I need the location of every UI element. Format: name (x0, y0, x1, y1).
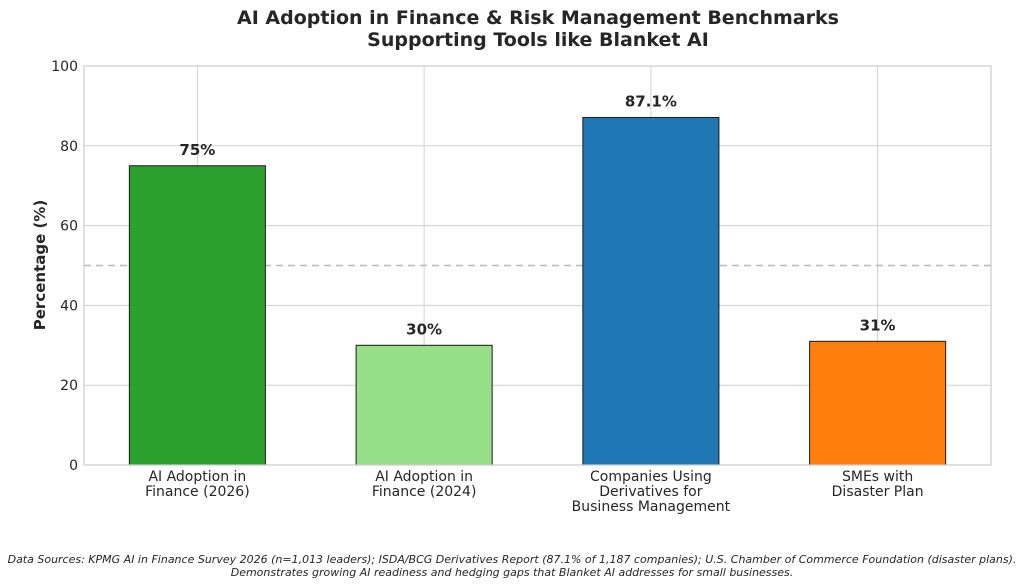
y-tick-label: 0 (69, 458, 78, 474)
bar (128, 165, 266, 466)
plot-frame (83, 65, 992, 466)
bar (809, 340, 947, 466)
bar (355, 344, 493, 466)
footnote-line-1: Data Sources: KPMG AI in Finance Survey … (8, 553, 1017, 566)
y-tick-label: 80 (60, 139, 78, 155)
data-label: 75% (179, 141, 215, 159)
x-tick-label: AI Adoption in (375, 469, 473, 485)
x-tick-label: Finance (2024) (372, 484, 477, 500)
data-labels: 75% 30% 87.1% 31% (179, 92, 895, 338)
footnote-line-2: Demonstrates growing AI readiness and he… (231, 566, 794, 579)
y-tick-label: 60 (60, 219, 78, 235)
data-label: 87.1% (625, 92, 677, 110)
bars (128, 116, 947, 466)
y-tick-label: 40 (60, 298, 78, 314)
y-axis-label: Percentage (%) (31, 200, 49, 330)
bar (582, 116, 720, 466)
y-tick-label: 100 (51, 59, 78, 75)
y-axis-ticks: 0 20 40 60 80 100 (51, 59, 78, 474)
x-tick-label: Companies Using (590, 469, 712, 485)
x-tick-label: Disaster Plan (832, 484, 924, 500)
y-tick-label: 20 (60, 378, 78, 394)
x-tick-label: AI Adoption in (148, 469, 246, 485)
chart-title-line-2: Supporting Tools like Blanket AI (367, 29, 709, 51)
x-tick-label: Derivatives for (599, 484, 702, 500)
data-label: 30% (406, 320, 442, 338)
x-tick-label: SMEs with (842, 469, 913, 485)
chart-title-line-1: AI Adoption in Finance & Risk Management… (237, 7, 839, 29)
x-tick-label: Finance (2026) (145, 484, 250, 500)
data-label: 31% (860, 316, 896, 334)
x-tick-label: Business Management (572, 499, 731, 515)
